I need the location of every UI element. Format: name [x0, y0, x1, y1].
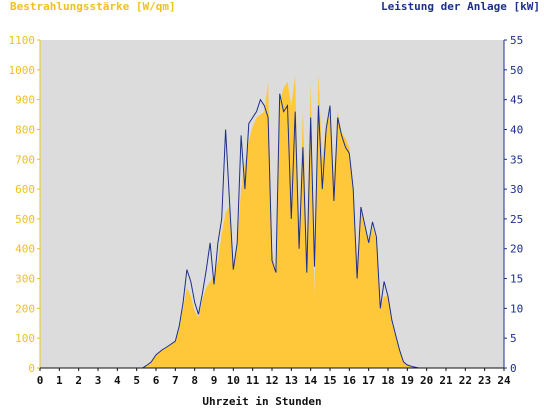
- right-axis-tick-label: 5: [510, 332, 517, 345]
- left-axis-tick-label: 300: [15, 273, 35, 286]
- left-axis-tick-label: 900: [15, 94, 35, 107]
- axes-layer: 0100200300400500600700800900100011000510…: [9, 34, 524, 387]
- left-axis-tick-label: 200: [15, 302, 35, 315]
- x-axis-tick-label: 10: [227, 374, 240, 387]
- left-axis-tick-label: 1000: [9, 64, 36, 77]
- right-axis-tick-label: 55: [510, 34, 523, 47]
- x-axis-tick-label: 3: [95, 374, 102, 387]
- left-axis-tick-label: 800: [15, 123, 35, 136]
- right-axis-title: Leistung der Anlage [kW]: [381, 0, 540, 13]
- x-axis-tick-label: 5: [133, 374, 140, 387]
- x-axis-tick-label: 18: [381, 374, 394, 387]
- left-axis-tick-label: 400: [15, 243, 35, 256]
- x-axis-tick-label: 23: [478, 374, 491, 387]
- x-axis-tick-label: 24: [497, 374, 511, 387]
- right-axis-tick-label: 10: [510, 302, 523, 315]
- x-axis-tick-label: 11: [246, 374, 260, 387]
- x-axis-tick-label: 6: [153, 374, 160, 387]
- left-axis-tick-label: 0: [28, 362, 35, 375]
- x-axis-tick-label: 4: [114, 374, 121, 387]
- x-axis-tick-label: 7: [172, 374, 179, 387]
- right-axis-tick-label: 25: [510, 213, 523, 226]
- right-axis-tick-label: 0: [510, 362, 517, 375]
- power-line-series: [40, 93, 504, 369]
- right-axis-tick-label: 20: [510, 243, 523, 256]
- x-axis-tick-label: 19: [401, 374, 414, 387]
- right-axis-tick-label: 40: [510, 123, 523, 136]
- left-axis-tick-label: 1100: [9, 34, 36, 47]
- x-axis-tick-label: 0: [37, 374, 44, 387]
- x-axis-tick-label: 12: [265, 374, 278, 387]
- x-axis-title: Uhrzeit in Stunden: [202, 395, 321, 408]
- x-axis-tick-label: 13: [285, 374, 298, 387]
- irradiance-area-series: [40, 72, 504, 369]
- x-axis-tick-label: 16: [343, 374, 357, 387]
- x-axis-tick-label: 15: [323, 374, 336, 387]
- x-axis-tick-label: 8: [191, 374, 198, 387]
- series-layer: [40, 72, 504, 369]
- left-axis-tick-label: 500: [15, 213, 35, 226]
- x-axis-tick-label: 2: [75, 374, 82, 387]
- x-axis-tick-label: 20: [420, 374, 433, 387]
- x-axis-tick-label: 21: [439, 374, 453, 387]
- right-axis-tick-label: 35: [510, 153, 523, 166]
- right-axis-tick-label: 30: [510, 183, 523, 196]
- left-axis-tick-label: 600: [15, 183, 35, 196]
- x-axis-tick-label: 22: [459, 374, 472, 387]
- x-axis-tick-label: 17: [362, 374, 375, 387]
- right-axis-tick-label: 50: [510, 64, 523, 77]
- left-axis-title: Bestrahlungsstärke [W/qm]: [10, 0, 176, 13]
- left-axis-tick-label: 700: [15, 153, 35, 166]
- right-axis-tick-label: 45: [510, 94, 523, 107]
- x-axis-tick-label: 1: [56, 374, 63, 387]
- left-axis-tick-label: 100: [15, 332, 35, 345]
- right-axis-tick-label: 15: [510, 273, 523, 286]
- x-axis-tick-label: 9: [211, 374, 218, 387]
- x-axis-tick-label: 14: [304, 374, 318, 387]
